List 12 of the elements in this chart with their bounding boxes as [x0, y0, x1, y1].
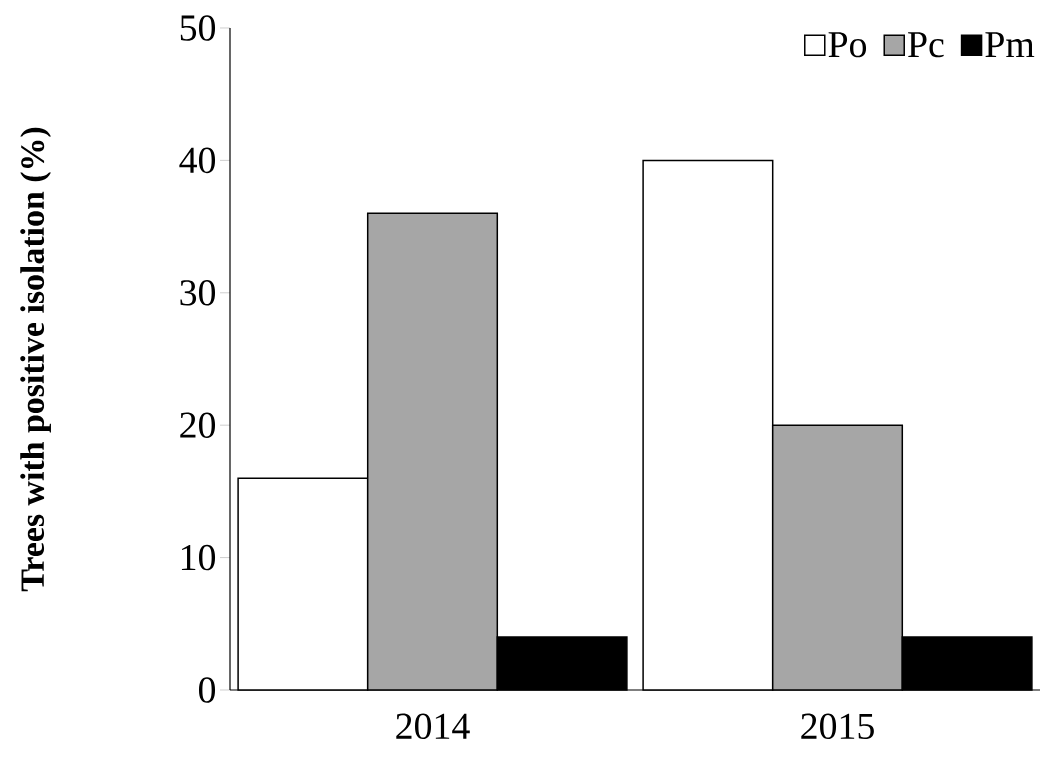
y-tick-label: 50 [180, 15, 216, 41]
legend-label: Po [828, 32, 867, 58]
legend-label: Pc [908, 32, 944, 58]
y-tick-label: 40 [179, 147, 216, 174]
x-tick-label: 2015 [801, 713, 874, 740]
y-tick-label: 30 [180, 280, 216, 306]
legend-label: Pm [985, 32, 1035, 57]
y-axis-title: Trees with positive isolation (%) [20, 127, 51, 592]
y-tick-label: 20 [180, 412, 216, 438]
y-tick-label: 10 [181, 544, 216, 571]
x-tick-label: 2014 [396, 713, 470, 740]
y-tick-label: 0 [198, 677, 216, 703]
